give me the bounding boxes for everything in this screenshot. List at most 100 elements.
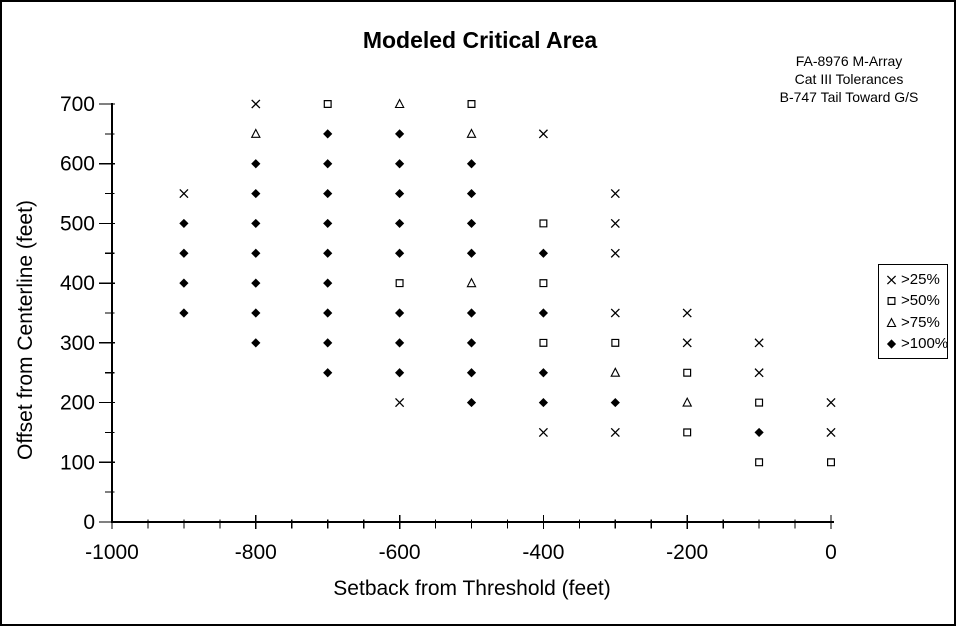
legend-item: >50% [884,293,947,308]
chart-title: Modeled Critical Area [362,27,598,53]
marker-x [610,248,620,258]
marker-x [682,338,692,348]
marker-diamond [323,129,333,139]
marker-diamond [466,308,477,318]
marker-x [179,189,189,199]
marker-square [683,368,692,377]
marker-diamond [323,218,333,229]
legend-label: >25% [901,270,940,288]
marker-x [754,338,764,348]
marker-x [610,189,620,199]
x-axis-title: Setback from Threshold (feet) [333,577,611,600]
marker-diamond [323,248,333,258]
legend-label: >100% [901,335,949,353]
marker-diamond [179,248,189,258]
marker-square [539,338,548,347]
marker-diamond [323,188,333,199]
square-marker-icon [887,297,896,306]
marker-diamond [251,188,261,199]
legend-item: >100% [884,335,949,353]
legend-item: >25% [884,272,947,287]
marker-diamond [395,368,405,378]
marker-diamond [179,278,189,288]
series-x [179,99,836,437]
marker-triangle [394,98,405,109]
chart-annotation: FA-8976 M-Array Cat III Tolerances B-747… [749,52,949,106]
y-tick-label: 400 [60,272,95,295]
y-tick-label: 600 [60,153,95,176]
y-axis-title: Offset from Centerline (feet) [14,200,37,460]
marker-x [538,427,548,437]
marker-diamond [538,368,548,378]
marker-diamond [466,338,477,348]
marker-x [754,368,764,378]
marker-x [610,427,620,437]
marker-diamond [466,218,477,229]
marker-diamond [754,427,764,438]
marker-diamond [538,248,548,258]
marker-diamond [466,159,477,169]
marker-diamond [886,339,897,349]
series-diamond [179,129,764,438]
y-tick-label: 300 [60,332,95,355]
x-tick-label: 0 [825,541,837,564]
x-marker-icon [886,275,897,285]
marker-diamond [395,129,405,139]
marker-diamond [395,159,405,169]
marker-triangle [886,317,897,327]
marker-diamond [466,248,477,258]
y-tick-label: 700 [60,93,95,116]
marker-diamond [395,218,405,229]
legend-label: >75% [901,313,940,331]
legend-item: >75% [884,315,947,330]
marker-diamond [395,338,405,348]
diamond-marker-icon [886,339,897,349]
marker-x [610,308,620,318]
marker-diamond [251,218,261,229]
marker-diamond [323,308,333,318]
marker-x [610,218,620,228]
marker-diamond [395,308,405,318]
marker-triangle [610,367,621,377]
marker-diamond [251,159,261,169]
marker-x [251,99,261,109]
marker-diamond [251,248,261,258]
annotation-line: Cat III Tolerances [794,71,904,87]
marker-diamond [179,218,189,229]
marker-diamond [323,368,333,378]
marker-diamond [323,278,333,288]
marker-x [538,129,548,139]
marker-diamond [395,188,405,199]
marker-diamond [610,397,620,408]
marker-diamond [466,188,477,199]
marker-square [395,279,404,288]
legend-label: >50% [901,292,940,310]
marker-triangle [250,128,261,138]
marker-square [539,279,548,288]
marker-square [683,428,692,437]
legend: >25% >50% >75% >100% [878,264,948,359]
y-tick-label: 500 [60,212,95,235]
marker-square [755,398,764,407]
marker-diamond [466,397,477,408]
marker-triangle [682,396,693,407]
marker-diamond [251,308,261,318]
marker-diamond [395,248,405,258]
marker-x [886,275,897,285]
y-tick-label: 100 [60,451,95,474]
marker-square [755,458,764,467]
marker-square [539,219,548,228]
x-tick-label: -200 [666,541,708,564]
marker-diamond [251,338,261,348]
marker-square [827,458,835,467]
marker-diamond [466,368,477,378]
marker-triangle [466,128,477,138]
x-tick-label: -1000 [85,541,139,564]
marker-diamond [251,278,261,288]
marker-diamond [323,159,333,169]
y-tick-label: 200 [60,392,95,415]
x-tick-label: -800 [235,541,277,564]
marker-square [467,100,476,108]
